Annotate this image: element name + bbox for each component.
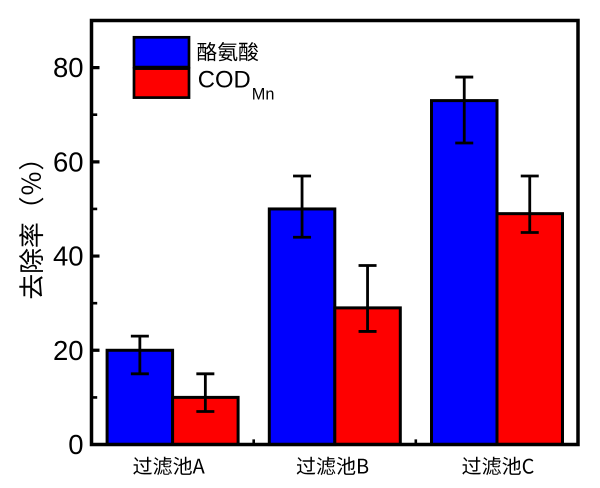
svg-text:80: 80 [53,52,84,83]
svg-text:COD: COD [198,67,251,94]
svg-text:20: 20 [53,335,84,366]
svg-text:40: 40 [53,241,84,272]
svg-text:60: 60 [53,146,84,177]
svg-text:Mn: Mn [252,86,275,104]
svg-text:0: 0 [68,429,83,460]
